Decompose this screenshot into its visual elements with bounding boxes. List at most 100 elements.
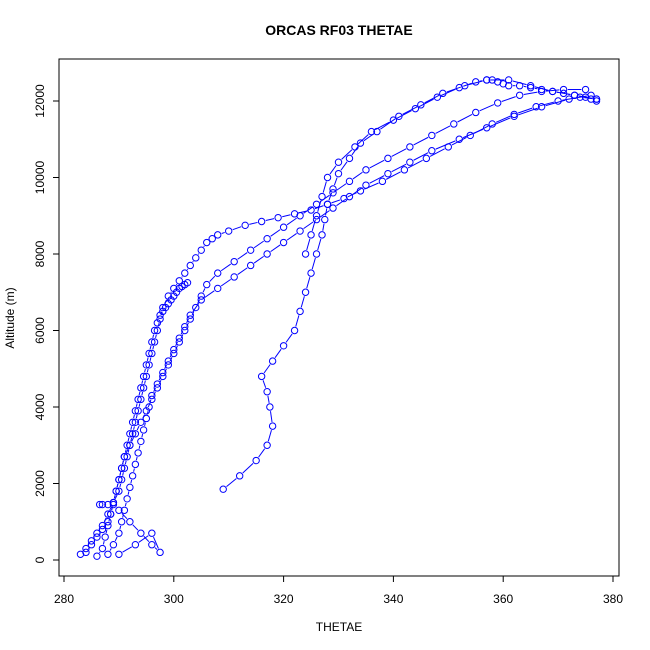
data-point	[175, 338, 183, 346]
series-segment	[146, 368, 149, 373]
series-segment	[303, 206, 314, 214]
series-segment	[220, 278, 232, 287]
data-point	[164, 361, 173, 369]
data-point	[197, 292, 205, 300]
data-point	[148, 391, 156, 400]
data-point	[296, 227, 304, 235]
data-point	[120, 506, 129, 514]
data-point	[428, 147, 436, 155]
data-point	[472, 78, 480, 86]
data-point	[345, 177, 354, 186]
series-segment	[105, 529, 108, 534]
data-point	[504, 76, 513, 84]
series-segment	[463, 82, 472, 87]
series-segment	[155, 334, 157, 339]
series-segment	[109, 548, 112, 551]
data-point	[159, 372, 167, 381]
series-segment	[385, 171, 401, 180]
series-segment	[317, 200, 322, 212]
data-point	[362, 181, 370, 189]
x-axis-label: THETAE	[316, 620, 362, 634]
data-point	[104, 550, 112, 558]
series-segment	[462, 128, 484, 139]
data-point	[428, 131, 436, 140]
data-point	[307, 269, 315, 277]
data-point	[307, 231, 315, 239]
series-segment	[125, 448, 129, 454]
data-point	[181, 269, 189, 277]
series-segment	[132, 524, 139, 531]
x-tick-label: 300	[164, 592, 184, 606]
data-point	[170, 345, 178, 354]
series-segment	[138, 445, 141, 449]
data-point	[312, 215, 321, 224]
series-segment	[413, 152, 429, 161]
series-segment	[204, 290, 215, 298]
series-3	[93, 85, 590, 560]
series-segment	[540, 101, 555, 107]
data-point	[329, 185, 337, 193]
data-point	[323, 200, 332, 208]
series-segment	[380, 118, 396, 130]
series-segment	[124, 460, 127, 465]
series-segment	[517, 107, 538, 116]
series-segment	[407, 159, 423, 169]
series-segment	[352, 171, 363, 180]
data-point	[150, 338, 159, 346]
series-segment	[341, 149, 353, 160]
data-point	[181, 322, 189, 331]
data-point	[214, 269, 222, 277]
y-tick-label: 10000	[33, 160, 47, 194]
series-segment	[306, 238, 311, 251]
data-point	[570, 91, 579, 99]
series-segment	[495, 115, 511, 123]
series-segment	[127, 449, 130, 453]
data-point	[400, 166, 409, 174]
data-point	[120, 464, 129, 472]
data-point	[257, 217, 266, 226]
series-segment	[141, 380, 144, 384]
data-point	[345, 154, 354, 163]
series-segment	[113, 495, 116, 499]
series-segment	[131, 437, 135, 442]
data-point	[455, 135, 463, 143]
series-segment	[127, 491, 130, 495]
series-segment	[451, 136, 467, 146]
data-point	[268, 422, 277, 430]
series-segment	[490, 117, 511, 127]
series-segment	[130, 426, 133, 430]
series-segment	[311, 219, 316, 231]
plot-frame	[58, 58, 620, 577]
series-segment	[317, 238, 322, 251]
series-segment	[186, 318, 189, 324]
data-point	[515, 91, 524, 99]
data-point	[175, 334, 183, 342]
data-point	[142, 372, 151, 381]
series-segment	[391, 163, 407, 173]
series-segment	[322, 223, 325, 231]
data-point	[290, 326, 299, 335]
data-point	[128, 430, 137, 438]
data-point	[153, 380, 162, 388]
series-segment	[351, 146, 359, 156]
y-tick-label: 8000	[33, 240, 47, 267]
data-point	[95, 500, 104, 509]
data-point	[406, 158, 414, 166]
data-point	[131, 460, 140, 469]
data-point	[537, 103, 546, 111]
series-segment	[396, 110, 412, 119]
series-segment	[119, 483, 122, 488]
data-point	[510, 110, 518, 119]
y-tick-label: 6000	[33, 317, 47, 344]
data-point	[197, 246, 205, 254]
data-point	[148, 395, 156, 404]
series-segment	[152, 334, 155, 339]
data-point	[559, 89, 568, 98]
series-segment	[262, 380, 267, 388]
series-segment	[270, 229, 281, 237]
data-point	[117, 475, 126, 484]
series-segment	[175, 283, 178, 286]
data-point	[159, 303, 167, 312]
series-segment	[242, 463, 254, 474]
